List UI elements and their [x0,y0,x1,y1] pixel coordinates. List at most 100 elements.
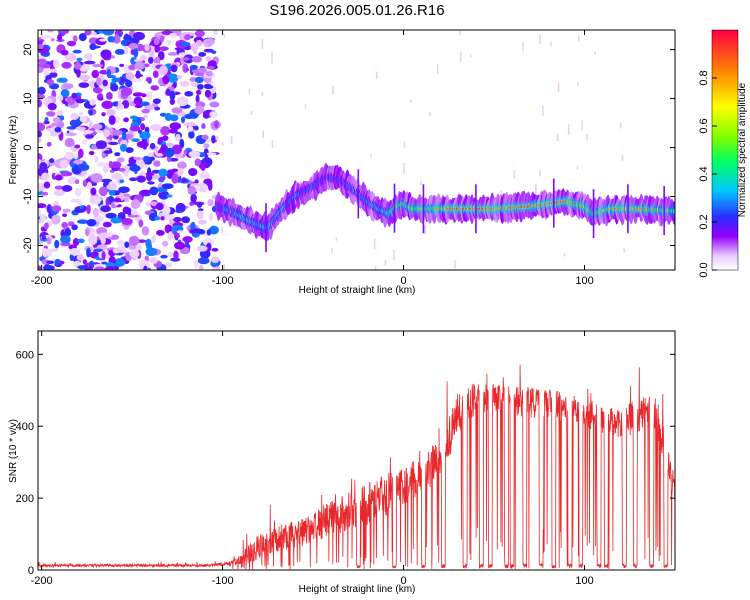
noise-blob [169,98,175,105]
noise-blob [79,111,84,116]
noise-blob [182,236,193,243]
noise-blob [111,173,123,180]
noise-blob [53,189,65,196]
faint-streak [621,154,624,162]
noise-blob [153,160,161,167]
noise-blob [149,142,156,149]
faint-streak [581,120,583,131]
noise-blob [94,156,99,163]
noise-blob [208,225,219,235]
noise-blob [71,224,78,231]
noise-blob [211,267,220,270]
noise-blob [116,240,126,246]
noise-blob [160,126,171,136]
faint-streak [459,30,461,36]
noise-blob [56,110,64,116]
noise-blob [83,60,96,65]
noise-blob [190,43,199,52]
noise-blob [49,68,57,73]
spectrogram-x-tick-label: 100 [575,275,593,287]
noise-blob [64,151,75,160]
noise-blob [62,208,71,213]
noise-blob [88,235,98,245]
noise-blob [129,115,138,120]
noise-blob [57,94,64,102]
noise-blob [127,207,132,217]
noise-blob [118,168,126,172]
noise-blob [84,134,94,139]
noise-blob [102,30,115,36]
noise-blob [152,70,159,78]
noise-blob [72,49,82,54]
noise-blob [207,199,214,207]
noise-blob [101,178,113,183]
noise-blob [182,57,190,61]
noise-blob [101,112,106,117]
noise-blob [191,56,203,63]
noise-blob [39,87,45,92]
snr-x-axis: -200 -100 0 100 [31,331,594,587]
noise-blob [106,183,118,191]
noise-blob [86,249,91,258]
faint-streak [522,41,524,52]
noise-blob [111,129,123,136]
noise-blob [77,238,85,244]
noise-blob [197,67,208,74]
noise-blob [207,181,213,191]
ridge-core [672,208,675,215]
noise-blob [120,87,133,96]
noise-blob [44,248,53,257]
noise-blob [161,240,169,247]
figure-title: S196.2026.005.01.26.R16 [269,2,444,19]
noise-blob [167,231,174,241]
noise-blob [197,83,204,90]
noise-blob [157,137,163,145]
noise-blob [132,92,144,97]
faint-streak [460,52,462,62]
noise-blob [101,100,114,110]
noise-blob [188,131,195,139]
noise-blob [72,35,78,43]
faint-streak [375,71,378,80]
noise-blob [183,149,188,155]
noise-blob [159,65,168,76]
noise-blob [211,256,220,264]
noise-blob [196,245,208,252]
snr-x-tick-label: -200 [31,575,53,587]
noise-blob [56,121,65,129]
noise-blob [38,184,42,193]
noise-blob [154,44,160,53]
noise-blob [47,30,54,33]
noise-blob [166,194,173,198]
noise-blob [143,156,150,164]
noise-blob [157,50,165,61]
noise-blob [108,231,113,238]
faint-streak [542,105,544,117]
noise-blob [189,64,198,70]
noise-blob [154,106,161,111]
noise-blob [78,33,87,42]
spectrogram-x-tick-label: 0 [400,275,406,287]
noise-blob [70,119,82,127]
noise-blob [127,214,140,218]
noise-blob [152,174,161,179]
noise-blob [168,128,178,134]
faint-streak [420,180,422,186]
faint-streak [539,170,541,177]
noise-blob [133,48,139,58]
noise-blob [194,105,205,115]
faint-streak [454,259,456,269]
noise-blob [130,208,138,216]
faint-streak [429,111,431,117]
noise-blob [155,202,164,211]
noise-blob [108,188,116,196]
noise-blob [113,34,121,44]
faint-streak [403,162,405,174]
faint-streak [331,247,333,254]
noise-blob [54,126,62,133]
noise-blob [95,140,107,150]
noise-blob [69,253,75,262]
noise-blob [89,43,97,51]
faint-streak [563,252,566,257]
